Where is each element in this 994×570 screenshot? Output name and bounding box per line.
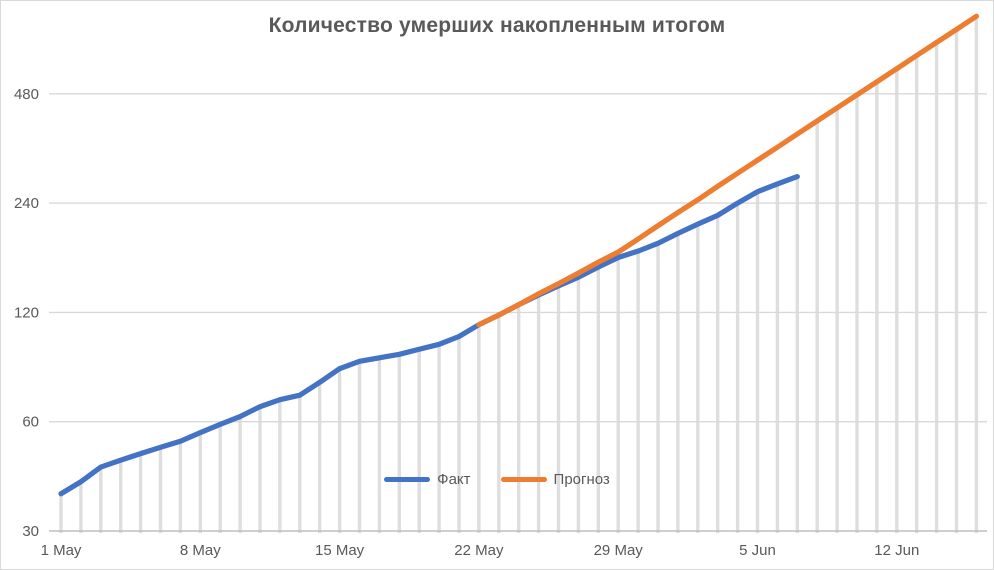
chart-title: Количество умерших накопленным итогом xyxy=(268,14,726,37)
legend-swatch-fact-icon xyxy=(384,476,431,482)
y-axis-tick-label: 240 xyxy=(14,195,39,212)
legend-label-fact: Факт xyxy=(437,470,471,488)
legend-label-forecast: Прогноз xyxy=(553,470,610,488)
x-axis-tick-label: 12 Jun xyxy=(874,542,919,559)
legend-item-forecast: Прогноз xyxy=(500,470,610,488)
x-axis-tick-label: 15 May xyxy=(315,542,365,559)
x-axis-tick-label: 22 May xyxy=(454,542,504,559)
series-line-fact xyxy=(58,173,800,497)
y-axis-tick-label: 30 xyxy=(22,523,39,540)
y-axis-tick-label: 60 xyxy=(22,414,39,431)
series-line-forecast xyxy=(476,13,980,328)
legend: Факт Прогноз xyxy=(1,468,993,490)
x-axis-tick-label: 5 Jun xyxy=(739,542,776,559)
x-axis-tick-label: 1 May xyxy=(41,542,82,559)
legend-item-fact: Факт xyxy=(384,470,471,488)
x-axis-tick-label: 29 May xyxy=(594,542,644,559)
y-axis-tick-label: 480 xyxy=(14,86,39,103)
x-axis-tick-label: 8 May xyxy=(180,542,221,559)
y-axis-tick-label: 120 xyxy=(14,304,39,321)
legend-swatch-forecast-icon xyxy=(500,476,547,482)
